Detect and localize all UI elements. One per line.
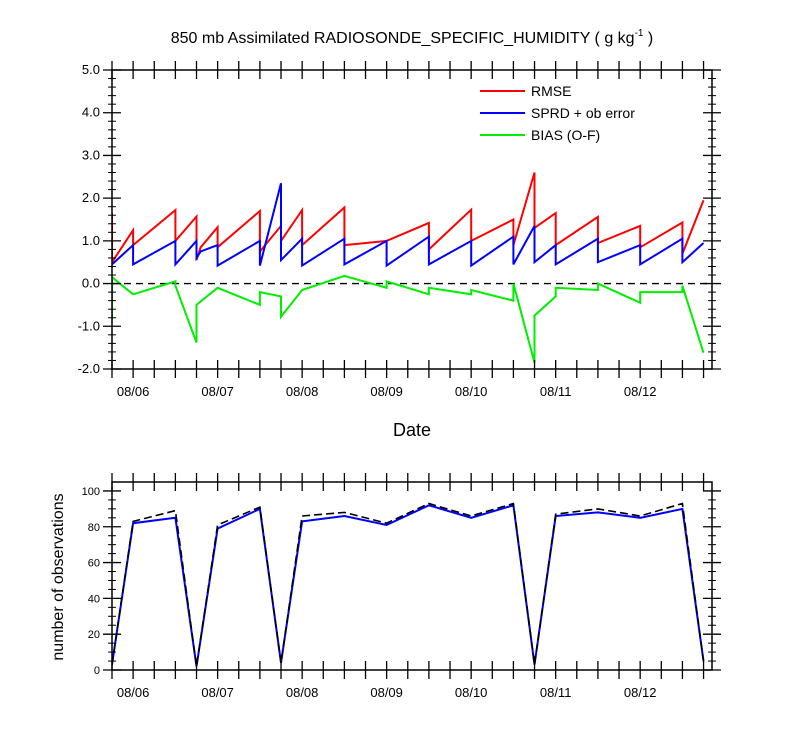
x-tick-label: 08/09 bbox=[370, 685, 403, 700]
plot-frame bbox=[111, 481, 713, 671]
y-tick-label: 0 bbox=[94, 665, 100, 677]
series-line-possible bbox=[112, 502, 705, 667]
x-tick-label: 08/10 bbox=[455, 685, 488, 700]
title-end: ) bbox=[643, 30, 653, 47]
x-axis-label: Date bbox=[393, 420, 431, 440]
x-tick-label: 08/12 bbox=[624, 384, 657, 399]
x-tick-label: 08/07 bbox=[201, 384, 234, 399]
series-line-assimilated bbox=[112, 504, 705, 667]
series-line-bias-o-f bbox=[112, 274, 705, 363]
y-tick-label: -2.0 bbox=[78, 361, 100, 376]
x-tick-label: 08/06 bbox=[117, 685, 150, 700]
y-tick-label: 0.0 bbox=[82, 276, 100, 291]
x-tick-label: 08/08 bbox=[286, 685, 319, 700]
y-tick-label: 1.0 bbox=[82, 233, 100, 248]
y-tick-label: 4.0 bbox=[82, 105, 100, 120]
y-tick-label: 80 bbox=[88, 522, 100, 534]
y-tick-label: 60 bbox=[88, 558, 100, 570]
legend-label: RMSE bbox=[531, 83, 571, 99]
x-tick-label: 08/10 bbox=[455, 384, 488, 399]
y-tick-label: 100 bbox=[82, 486, 100, 498]
y-tick-label: 5.0 bbox=[82, 62, 100, 77]
x-tick-label: 08/12 bbox=[624, 685, 657, 700]
y-tick-label: -1.0 bbox=[78, 318, 100, 333]
title-text: 850 mb Assimilated RADIOSONDE_SPECIFIC_H… bbox=[171, 30, 635, 47]
y-axis-label-bottom: number of observations bbox=[50, 493, 67, 660]
bottom-panel: 0 20 40 60 80 100 08/06 08/07 08/08 08/09 08/10 08/… bbox=[82, 473, 721, 700]
x-tick-label: 08/08 bbox=[286, 384, 319, 399]
x-tick-label: 08/06 bbox=[117, 384, 150, 399]
legend-label: SPRD + ob error bbox=[531, 105, 635, 121]
series-line-sprd-ob-error bbox=[112, 182, 705, 268]
top-panel: -2.0 -1.0 0.0 1.0 2.0 3.0 4.0 5.0 08/06 08/07 08/0… bbox=[78, 61, 721, 399]
chart-title: 850 mb Assimilated RADIOSONDE_SPECIFIC_H… bbox=[171, 28, 654, 47]
x-tick-label: 08/11 bbox=[540, 685, 572, 700]
plot-frame bbox=[111, 69, 713, 370]
title-superscript: -1 bbox=[635, 28, 644, 39]
y-tick-label: 40 bbox=[88, 593, 100, 605]
y-tick-label: 20 bbox=[88, 629, 100, 641]
series-line-rmse bbox=[112, 172, 705, 265]
x-tick-label: 08/07 bbox=[201, 685, 234, 700]
y-tick-label: 3.0 bbox=[82, 147, 100, 162]
y-tick-label: 2.0 bbox=[82, 190, 100, 205]
x-tick-label: 08/11 bbox=[540, 384, 572, 399]
x-tick-label: 08/09 bbox=[370, 384, 403, 399]
legend-label: BIAS (O-F) bbox=[531, 127, 600, 143]
